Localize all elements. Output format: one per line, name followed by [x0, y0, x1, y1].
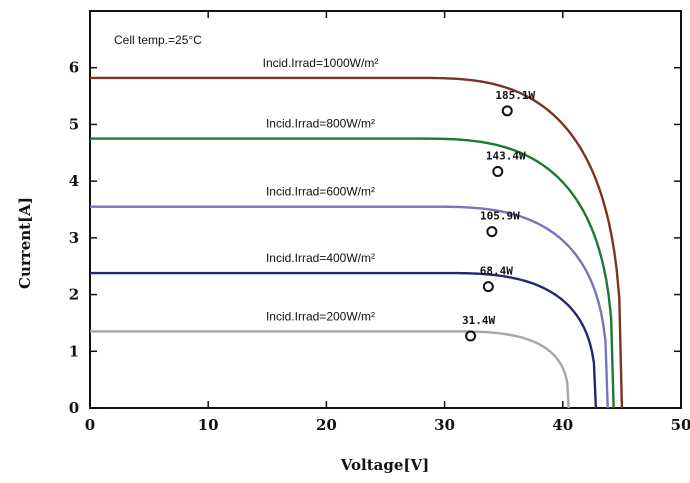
y-tick-label-2: 2	[69, 286, 79, 304]
y-tick-label-1: 1	[69, 342, 79, 360]
y-tick-label-6: 6	[69, 59, 79, 77]
mpp-label-3: 68.4W	[480, 265, 513, 278]
curve-name-2: Incid.Irrad=600W/m²	[266, 185, 375, 199]
x-tick-label-5: 50	[671, 416, 690, 434]
y-tick-label-0: 0	[69, 399, 79, 417]
iv-curve-0	[90, 76, 624, 409]
y-tick-label-5: 5	[69, 115, 79, 133]
mpp-label-2: 105.9W	[480, 210, 520, 223]
cell-temp-note: Cell temp.=25°C	[114, 33, 202, 47]
curve-labels: 185.1W Incid.Irrad=1000W/m² 143.4W Incid.Ir…	[263, 56, 536, 327]
mpp-label-0: 185.1W	[495, 89, 535, 102]
mpp-marker-3	[482, 281, 494, 293]
mpp-label-4: 31.4W	[462, 314, 495, 327]
axis-ticks: 0 10 20 30 40 50 0 1 2 3 4 5 6	[69, 11, 690, 434]
y-tick-label-3: 3	[69, 229, 79, 247]
iv-curve-4	[90, 330, 570, 409]
curve-name-1: Incid.Irrad=800W/m²	[266, 117, 375, 131]
x-tick-label-2: 20	[316, 416, 337, 434]
curve-name-3: Incid.Irrad=400W/m²	[266, 251, 375, 265]
x-tick-label-1: 10	[198, 416, 219, 434]
y-axis-title: Current[A]	[16, 197, 34, 289]
y-tick-label-4: 4	[69, 172, 79, 190]
mpp-marker-1	[492, 166, 504, 178]
mpp-marker-0	[501, 105, 513, 117]
mpp-marker-4	[465, 330, 477, 342]
plot-frame	[89, 10, 682, 409]
iv-curve-2	[90, 205, 609, 409]
x-tick-label-0: 0	[85, 416, 95, 434]
mpp-marker-2	[486, 226, 498, 238]
curve-name-0: Incid.Irrad=1000W/m²	[263, 56, 379, 70]
x-tick-label-3: 30	[434, 416, 455, 434]
iv-curves	[90, 76, 624, 409]
x-tick-label-4: 40	[552, 416, 573, 434]
mpp-label-1: 143.4W	[486, 150, 526, 163]
iv-curve-1	[90, 137, 615, 409]
x-axis-title: Voltage[V]	[340, 456, 429, 474]
curve-name-4: Incid.Irrad=200W/m²	[266, 309, 375, 323]
iv-curve-3	[90, 271, 598, 409]
